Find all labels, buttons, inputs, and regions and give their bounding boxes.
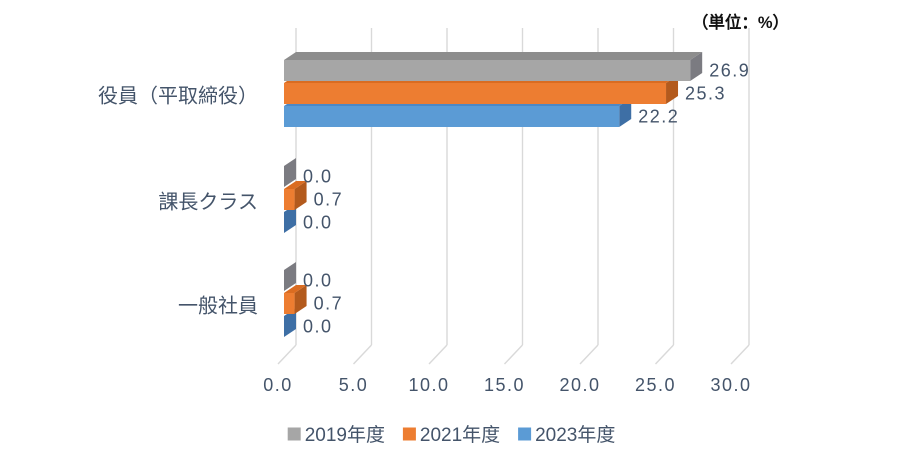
bar-value-label: 0.7 bbox=[314, 190, 344, 210]
bar-side-face bbox=[690, 52, 703, 81]
bar-group bbox=[284, 52, 703, 127]
bar-side-face bbox=[619, 98, 632, 127]
gridline-floor-slant bbox=[352, 344, 373, 365]
legend-label: 2021年度 bbox=[420, 424, 500, 446]
gridline-floor-slant bbox=[277, 344, 297, 365]
legend-swatch bbox=[518, 427, 532, 441]
x-tick-label: 20.0 bbox=[559, 375, 600, 395]
x-tick-label: 5.0 bbox=[339, 375, 369, 395]
bar-value-label: 0.0 bbox=[303, 167, 333, 187]
x-tick-label: 25.0 bbox=[635, 375, 676, 395]
x-axis-tick-labels: 0.0 5.0 10.0 15.0 20.0 25.0 30.0 bbox=[263, 375, 751, 395]
bar-side-face bbox=[284, 158, 296, 187]
bar-side-face bbox=[284, 308, 296, 337]
bar-front-face bbox=[284, 106, 620, 127]
gridline-floor-slant bbox=[730, 344, 750, 365]
bar-value-label: 25.3 bbox=[685, 84, 726, 104]
legend-label: 2019年度 bbox=[305, 424, 385, 446]
bar-front-face bbox=[284, 83, 667, 104]
bar-side-face bbox=[294, 181, 307, 210]
bar-side-face bbox=[284, 262, 296, 291]
gridline-floor-slant bbox=[503, 344, 524, 365]
gridline-floor-slant bbox=[654, 344, 675, 365]
bar-top-face bbox=[284, 52, 703, 60]
category-label: 一般社員 bbox=[178, 295, 258, 318]
legend: 2019年度 2021年度 2023年度 bbox=[287, 424, 615, 446]
bar-side-face bbox=[284, 204, 296, 233]
bar-value-label: 0.0 bbox=[303, 213, 333, 233]
unit-label: （単位：%） bbox=[692, 12, 789, 32]
bar-front-face bbox=[284, 60, 691, 81]
bar-side-face bbox=[294, 285, 307, 314]
bar-side-face bbox=[666, 75, 679, 104]
legend-swatch bbox=[287, 427, 301, 441]
bar-groups bbox=[284, 52, 703, 337]
bar-top-face bbox=[284, 181, 307, 189]
legend-item: 2021年度 bbox=[402, 424, 500, 446]
value-labels: 26.9 25.3 22.2 0.0 0.7 0.0 0.0 0.7 0.0 bbox=[303, 61, 750, 337]
category-label: 課長クラス bbox=[158, 191, 258, 214]
bar-group bbox=[284, 262, 307, 337]
x-tick-label: 10.0 bbox=[408, 375, 449, 395]
bar-value-label: 26.9 bbox=[709, 61, 750, 81]
bar-group bbox=[284, 158, 307, 233]
gridline-floor-slant bbox=[428, 344, 448, 365]
legend-item: 2019年度 bbox=[287, 424, 385, 446]
bar-value-label: 0.0 bbox=[303, 317, 333, 337]
legend-item: 2023年度 bbox=[518, 424, 615, 446]
bar-value-label: 0.7 bbox=[314, 294, 344, 314]
x-tick-label: 30.0 bbox=[710, 375, 751, 395]
legend-label: 2023年度 bbox=[535, 424, 615, 446]
bar-top-face bbox=[284, 285, 307, 293]
category-label: 役員（平取締役） bbox=[98, 85, 258, 108]
legend-swatch bbox=[402, 427, 416, 441]
bar-value-label: 0.0 bbox=[303, 271, 333, 291]
bar-front-face bbox=[284, 293, 295, 314]
bar-front-face bbox=[284, 189, 295, 210]
x-tick-label: 0.0 bbox=[263, 375, 293, 395]
gridline-floor-slant bbox=[579, 344, 599, 365]
bar-value-label: 22.2 bbox=[638, 107, 679, 127]
x-tick-label: 15.0 bbox=[484, 375, 525, 395]
